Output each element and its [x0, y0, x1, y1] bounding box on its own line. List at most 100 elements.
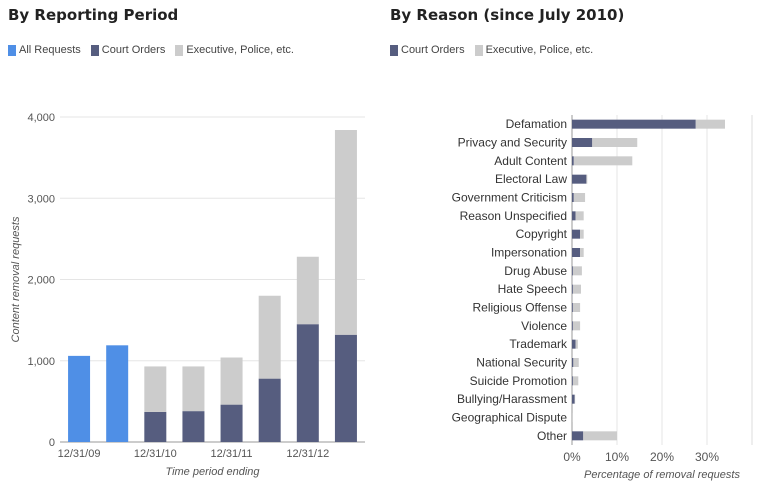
category-label: National Security	[476, 356, 567, 370]
bar-segment	[572, 413, 573, 422]
bar-segment	[572, 303, 573, 312]
y-tick-label: 1,000	[27, 356, 55, 368]
x-tick-label: 30%	[695, 450, 719, 464]
bar-segment	[580, 229, 584, 239]
bar-segment	[573, 193, 586, 202]
left-legend: All Requests Court Orders Executive, Pol…	[8, 44, 294, 56]
bar-segment	[68, 355, 91, 442]
bar-segment	[572, 284, 573, 294]
bar-segment	[592, 138, 638, 147]
category-label: Religious Offense	[473, 301, 568, 315]
bar-segment	[144, 366, 167, 412]
bar-segment	[573, 156, 633, 166]
bar-segment	[572, 266, 573, 276]
legend-label-court-orders: Court Orders	[101, 44, 166, 56]
y-axis-title: Content removal requests	[10, 216, 22, 342]
x-tick-label: 0%	[563, 450, 581, 464]
bar-segment	[572, 266, 582, 276]
x-tick-label: 20%	[650, 450, 674, 464]
bar-segment	[334, 334, 357, 442]
bar-segment	[572, 138, 593, 147]
category-label: Bullying/Harassment	[457, 392, 568, 406]
legend-item-executive-police[interactable]: Executive, Police, etc.	[175, 44, 294, 56]
bar-segment	[572, 321, 581, 331]
bar-segment	[586, 174, 588, 184]
category-label: Drug Abuse	[504, 264, 567, 278]
right-chart-title: By Reason (since July 2010)	[390, 6, 625, 24]
bar-segment	[572, 211, 576, 221]
bar-segment	[575, 339, 578, 349]
bar-segment	[572, 431, 584, 441]
legend-swatch-all-requests	[8, 44, 16, 56]
period-bar-chart: 0 1,000 2,000 3,000 4,000 12/31/09 12/31/10 12/…	[10, 112, 365, 478]
category-label: Hate Speech	[498, 282, 567, 296]
legend-label-executive-police-reason: Executive, Police, etc.	[485, 44, 594, 56]
category-label: Privacy and Security	[458, 136, 567, 150]
y-tick-label: 0	[49, 437, 55, 449]
bar-segment	[572, 394, 575, 404]
reason-bar-chart: 0% 10% 20% 30% Defamation Privacy and Securit…	[452, 115, 753, 481]
bar-segment	[572, 248, 581, 257]
bar-segment	[572, 284, 581, 294]
legend-item-executive-police-reason[interactable]: Executive, Police, etc.	[474, 44, 594, 56]
category-label: Adult Content	[494, 154, 567, 168]
x-tick-label: 12/31/10	[134, 448, 177, 460]
legend-swatch-court-orders	[90, 44, 99, 56]
y-tick-label: 3,000	[27, 193, 55, 205]
y-tick-label: 4,000	[27, 112, 55, 124]
legend-item-court-orders[interactable]: Court Orders	[90, 44, 166, 56]
bar-segment	[583, 431, 617, 441]
category-label: Impersonation	[491, 246, 567, 260]
bar-segment	[258, 295, 281, 379]
category-label: Defamation	[506, 117, 567, 131]
bar-segment	[572, 156, 574, 166]
category-label: Trademark	[509, 337, 568, 351]
bar-segment	[573, 358, 579, 367]
left-chart-title: By Reporting Period	[8, 6, 179, 24]
x-tick-label: 12/31/09	[58, 448, 101, 460]
category-label: Suicide Promotion	[470, 374, 567, 388]
legend-swatch-court-orders-reason	[390, 44, 398, 56]
legend-item-court-orders-reason[interactable]: Court Orders	[390, 44, 465, 56]
bar-segment	[572, 174, 587, 184]
right-legend: Court Orders Executive, Police, etc.	[390, 44, 593, 56]
category-label: Copyright	[516, 227, 568, 241]
category-label: Geographical Dispute	[452, 411, 568, 425]
legend-label-all-requests: All Requests	[19, 44, 81, 56]
bar-segment	[572, 339, 576, 349]
bar-segment	[572, 358, 574, 367]
bar-segment	[572, 303, 581, 312]
bar-segment	[572, 119, 696, 129]
bar-segment	[572, 321, 573, 331]
category-label: Violence	[521, 319, 567, 333]
bar-segment	[575, 211, 584, 221]
bar-segment	[296, 324, 319, 442]
y-tick-label: 2,000	[27, 275, 55, 287]
x-tick-label: 12/31/12	[286, 448, 329, 460]
bar-segment	[572, 193, 574, 202]
category-label: Reason Unspecified	[460, 209, 567, 223]
bar-segment	[220, 357, 243, 405]
x-axis-title: Percentage of removal requests	[584, 469, 740, 481]
category-label: Government Criticism	[452, 191, 567, 205]
legend-item-all-requests[interactable]: All Requests	[8, 44, 81, 56]
bar-segment	[182, 411, 205, 442]
x-tick-label: 10%	[605, 450, 629, 464]
x-tick-label: 12/31/11	[211, 448, 253, 460]
bar-segment	[572, 376, 579, 386]
bar-segment	[296, 256, 319, 325]
legend-label-executive-police: Executive, Police, etc.	[186, 44, 294, 56]
bar-segment	[572, 229, 581, 239]
bar-segment	[220, 404, 243, 442]
bar-segment	[106, 345, 129, 442]
legend-swatch-executive-police	[175, 44, 184, 56]
bar-segment	[572, 376, 573, 386]
bar-segment	[258, 378, 281, 442]
bar-segment	[334, 130, 357, 335]
bar-segment	[144, 411, 167, 442]
bar-segment	[182, 366, 205, 412]
category-label: Other	[537, 429, 567, 443]
bar-segment	[580, 248, 584, 257]
legend-swatch-executive-police-reason	[474, 44, 483, 56]
category-label: Electoral Law	[495, 172, 567, 186]
